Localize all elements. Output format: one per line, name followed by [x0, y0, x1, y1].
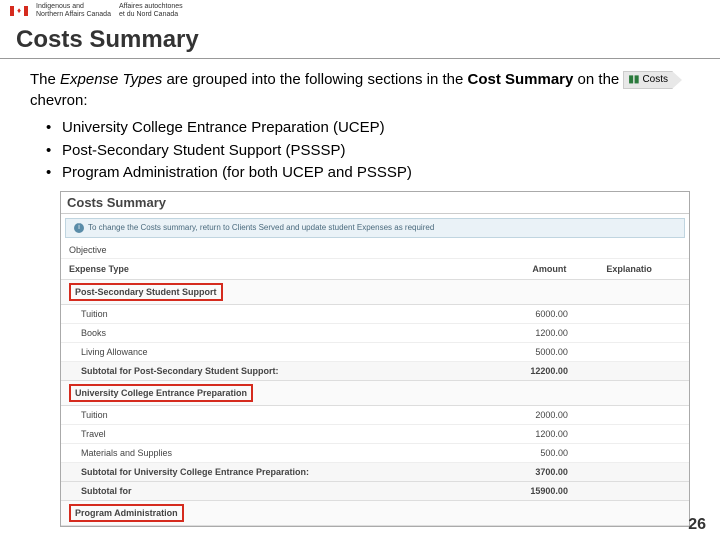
section-psssp: Post-Secondary Student Support: [69, 283, 223, 301]
table-header: Expense Type Amount Explanatio: [61, 259, 689, 280]
page-title: Costs Summary: [0, 22, 720, 59]
subtotal-row: Subtotal for15900.00: [61, 482, 689, 501]
gov-header: ♦ Indigenous andNorthern Affairs Canada …: [0, 0, 720, 22]
section-ucep: University College Entrance Preparation: [69, 384, 253, 402]
table-row: Books1200.00: [61, 324, 689, 343]
objective-label: Objective: [61, 242, 689, 259]
ss-title: Costs Summary: [61, 192, 689, 214]
list-item: •Post-Secondary Student Support (PSSSP): [46, 140, 720, 163]
info-banner: i To change the Costs summary, return to…: [65, 218, 685, 238]
info-icon: i: [74, 223, 84, 233]
table-row: Travel1200.00: [61, 425, 689, 444]
section-admin: Program Administration: [69, 504, 184, 522]
embedded-screenshot: Costs Summary i To change the Costs summ…: [60, 191, 690, 527]
costs-chevron-icon: ▮▮Costs: [623, 71, 673, 89]
list-item: •University College Entrance Preparation…: [46, 117, 720, 140]
header-fr: Affaires autochtoneset du Nord Canada: [119, 3, 183, 18]
header-en: Indigenous andNorthern Affairs Canada: [36, 3, 111, 18]
table-row: Materials and Supplies500.00: [61, 444, 689, 463]
subtotal-row: Subtotal for Post-Secondary Student Supp…: [61, 362, 689, 381]
canada-flag-icon: ♦: [10, 6, 28, 16]
subtotal-row: Subtotal for University College Entrance…: [61, 463, 689, 482]
table-row: Tuition6000.00: [61, 305, 689, 324]
page-number: 26: [688, 516, 706, 534]
bullet-list: •University College Entrance Preparation…: [0, 117, 720, 185]
list-item: •Program Administration (for both UCEP a…: [46, 162, 720, 185]
table-row: Tuition2000.00: [61, 406, 689, 425]
intro-text: The Expense Types are grouped into the f…: [0, 59, 720, 117]
table-row: Living Allowance5000.00: [61, 343, 689, 362]
